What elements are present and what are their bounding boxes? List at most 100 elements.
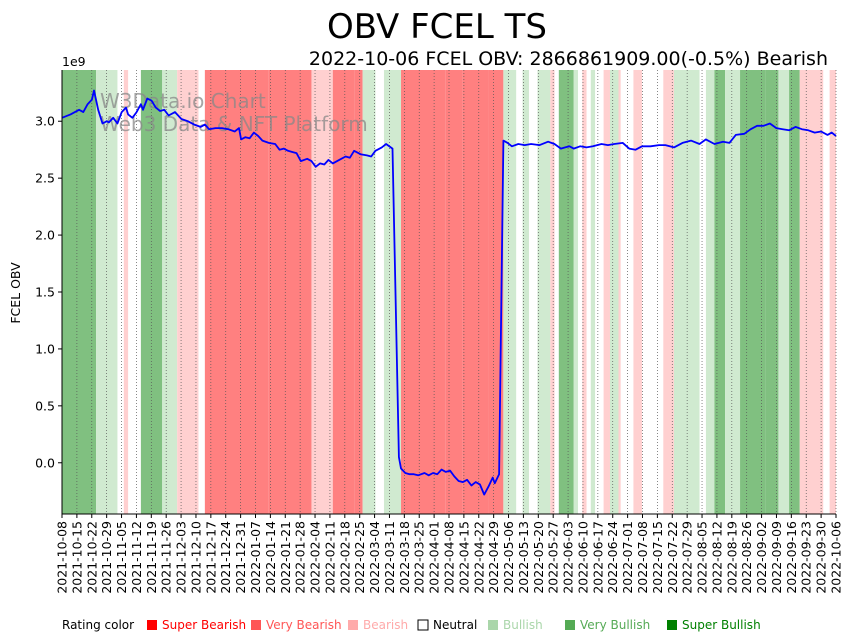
x-ticks: 2021-10-08 2021-10-15 2021-10-22 2021-10-29… (55, 514, 844, 594)
x-tick-label: 2021-12-31 (233, 521, 248, 594)
legend-swatch (251, 620, 261, 630)
rating-band-25 (590, 70, 596, 514)
rating-band-12 (362, 70, 376, 514)
rating-band-7 (247, 70, 269, 514)
y-tick-label: 0.0 (35, 455, 55, 470)
watermark-line-2: Web3 Data & NFT Platform (100, 112, 368, 136)
rating-band-14 (401, 70, 446, 514)
y-offset-label: 1e9 (62, 54, 86, 69)
x-tick-label: 2022-05-13 (516, 521, 531, 594)
x-tick-label: 2022-06-10 (575, 521, 590, 594)
legend-entry: Super Bearish (162, 618, 246, 632)
rating-band-27 (609, 70, 619, 514)
rating-band-31 (673, 70, 700, 514)
x-tick-label: 2022-04-29 (486, 521, 501, 594)
x-tick-label: 2022-02-11 (322, 521, 337, 594)
x-tick-label: 2022-01-21 (278, 521, 293, 594)
x-tick-label: 2022-04-22 (471, 521, 486, 594)
rating-band-40 (829, 70, 836, 514)
x-tick-label: 2022-02-04 (308, 521, 323, 594)
rating-band-34 (725, 70, 741, 514)
rating-band-4 (162, 70, 178, 514)
x-tick-label: 2021-12-10 (188, 521, 203, 594)
x-tick-label: 2022-05-06 (501, 521, 516, 594)
rating-band-28 (618, 70, 621, 514)
rating-band-5 (177, 70, 199, 514)
x-tick-label: 2021-12-17 (203, 521, 218, 594)
legend-entry: Bullish (503, 618, 543, 632)
legend-swatch (348, 620, 358, 630)
x-tick-label: 2022-04-01 (427, 521, 442, 594)
x-tick-label: 2022-09-09 (769, 521, 784, 594)
rating-band-33 (714, 70, 726, 514)
x-tick-label: 2022-04-08 (442, 521, 457, 594)
x-tick-label: 2021-10-08 (55, 521, 70, 594)
x-tick-label: 2022-08-05 (695, 521, 710, 594)
rating-band-30 (663, 70, 674, 514)
x-tick-label: 2022-08-26 (739, 521, 754, 594)
series-lines (61, 89, 837, 496)
rating-band-2 (123, 70, 129, 514)
x-tick-label: 2022-02-18 (337, 521, 352, 594)
x-tick-label: 2022-03-11 (382, 521, 397, 594)
x-tick-label: 2022-06-17 (590, 521, 605, 594)
x-tick-label: 2021-12-24 (218, 521, 233, 594)
x-tick-label: 2021-11-12 (129, 521, 144, 594)
chart-title: OBV FCEL TS (327, 7, 547, 47)
x-tick-label: 2022-09-16 (784, 521, 799, 594)
y-tick-label: 2.5 (35, 171, 55, 186)
rating-band-16 (462, 70, 489, 514)
x-tick-label: 2022-03-04 (367, 521, 382, 594)
y-axis-label: FCEL OBV (8, 262, 23, 324)
x-tick-label: 2021-10-29 (99, 521, 114, 594)
y-tick-label: 1.0 (35, 341, 55, 356)
x-tick-label: 2021-11-19 (144, 521, 159, 594)
rating-band-24 (582, 70, 587, 514)
rating-band-13 (383, 70, 402, 514)
rating-band-26 (603, 70, 610, 514)
x-tick-label: 2022-10-06 (829, 521, 844, 594)
rating-band-32 (705, 70, 715, 514)
x-tick-label: 2022-08-19 (724, 521, 739, 594)
x-tick-label: 2022-06-03 (561, 521, 576, 594)
y-tick-label: 3.0 (35, 114, 55, 129)
legend-entry: Bearish (363, 618, 408, 632)
rating-band-39 (799, 70, 824, 514)
legend-swatch (417, 619, 429, 631)
x-tick-label: 2022-02-25 (352, 521, 367, 594)
x-tick-label: 2022-05-20 (531, 521, 546, 594)
x-tick-label: 2021-10-15 (69, 521, 84, 594)
y-tick-label: 0.5 (35, 398, 55, 413)
rating-band-22 (558, 70, 574, 514)
rating-band-11 (354, 70, 363, 514)
x-tick-label: 2022-04-15 (456, 521, 471, 594)
legend-swatch (147, 620, 157, 630)
x-tick-label: 2021-11-26 (159, 521, 174, 594)
obv-line-0 (61, 89, 837, 496)
y-tick-label: 1.5 (35, 285, 55, 300)
rating-band-0 (62, 70, 97, 514)
x-tick-label: 2021-10-22 (84, 521, 99, 594)
rating-band-23 (573, 70, 578, 514)
watermark-line-1: W3Data.io Chart (100, 89, 266, 113)
x-tick-label: 2022-09-02 (754, 521, 769, 594)
x-tick-label: 2021-12-03 (174, 521, 189, 594)
x-tick-label: 2022-01-07 (248, 521, 263, 594)
legend-entry: Super Bullish (682, 618, 761, 632)
rating-band-37 (778, 70, 790, 514)
y-ticks: 0.0 0.5 1.0 1.5 2.0 2.5 3.0 (35, 114, 62, 470)
rating-band-21 (550, 70, 555, 514)
legend-entry: Very Bearish (266, 618, 342, 632)
x-tick-label: 2022-07-29 (680, 521, 695, 594)
legend-swatch (667, 620, 677, 630)
legend-swatch (488, 620, 498, 630)
legend-label: Rating color (62, 618, 134, 632)
rating-band-10 (332, 70, 355, 514)
rating-band-19 (522, 70, 529, 514)
x-tick-label: 2022-01-28 (293, 521, 308, 594)
rating-band-29 (633, 70, 642, 514)
x-tick-label: 2021-11-05 (114, 521, 129, 594)
x-tick-label: 2022-07-01 (620, 521, 635, 594)
x-gridlines (61, 70, 837, 514)
